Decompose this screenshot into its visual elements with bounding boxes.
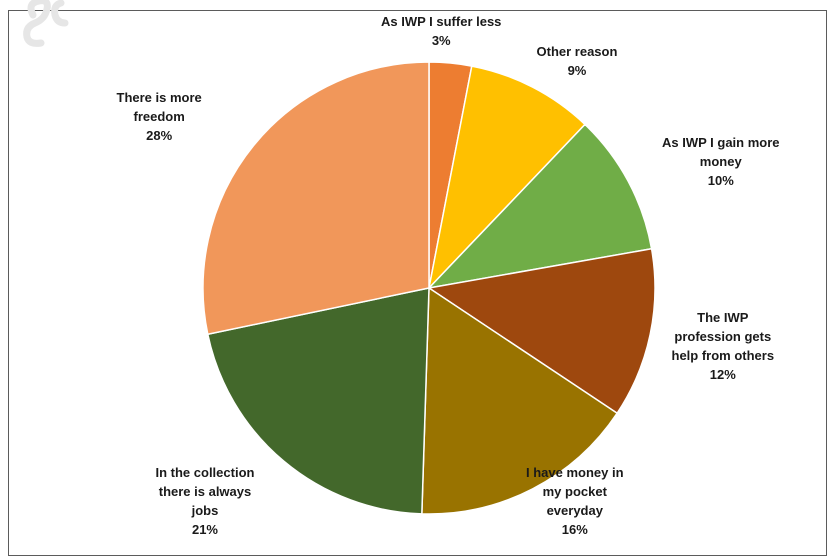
- slice-label-line: There is more: [116, 89, 202, 105]
- slice-percent: 16%: [561, 522, 588, 537]
- slice-label-line: jobs: [191, 503, 219, 518]
- slice-label-line: Other reason: [536, 44, 618, 59]
- slice-label-line: money: [699, 153, 742, 169]
- slice-label-line: In the collection: [155, 465, 255, 480]
- slice-label-line: everyday: [546, 503, 603, 518]
- slice-label-7: There is more freedom 28%: [117, 88, 202, 145]
- slice-label-line: As IWP I suffer less: [381, 14, 502, 29]
- slice-label-4: The IWP profession gets help from others 12…: [672, 308, 775, 384]
- pie-slice-7: [202, 61, 430, 336]
- slice-label-3: As IWP I gain more money 10%: [662, 133, 780, 190]
- pie-slice-2: [427, 65, 587, 291]
- slice-percent: 9%: [567, 63, 587, 78]
- slice-label-line: there is always: [158, 484, 252, 499]
- slice-label-2: Other reason 9%: [537, 42, 618, 80]
- chart-frame: As IWP I suffer less 3% Other reason 9% As I…: [8, 0, 827, 556]
- slice-label-line: profession gets: [674, 329, 772, 344]
- slice-label-line: freedom: [133, 108, 185, 124]
- pie-chart: [202, 61, 656, 515]
- pie-slice-3: [426, 123, 653, 290]
- slice-percent: 28%: [146, 127, 173, 143]
- slice-label-line: The IWP: [697, 310, 749, 325]
- watermark-graphic: [23, 0, 69, 47]
- slice-label-line: I have money in: [526, 465, 624, 480]
- pie-slice-6: [206, 287, 430, 515]
- slice-percent: 10%: [707, 172, 734, 188]
- slice-percent: 3%: [431, 33, 451, 48]
- slice-label-line: As IWP I gain more: [662, 134, 780, 150]
- slice-label-line: my pocket: [542, 484, 607, 499]
- pie-slice-4: [427, 247, 656, 415]
- slice-percent: 21%: [191, 522, 218, 537]
- slice-label-5: I have money in my pocket everyday 16%: [526, 463, 624, 539]
- pie-slice-5: [421, 286, 619, 515]
- slice-label-1: As IWP I suffer less 3%: [381, 12, 501, 50]
- slice-label-6: In the collection there is always jobs 21%: [156, 463, 255, 539]
- slice-percent: 12%: [709, 367, 736, 382]
- slice-label-line: help from others: [671, 348, 775, 363]
